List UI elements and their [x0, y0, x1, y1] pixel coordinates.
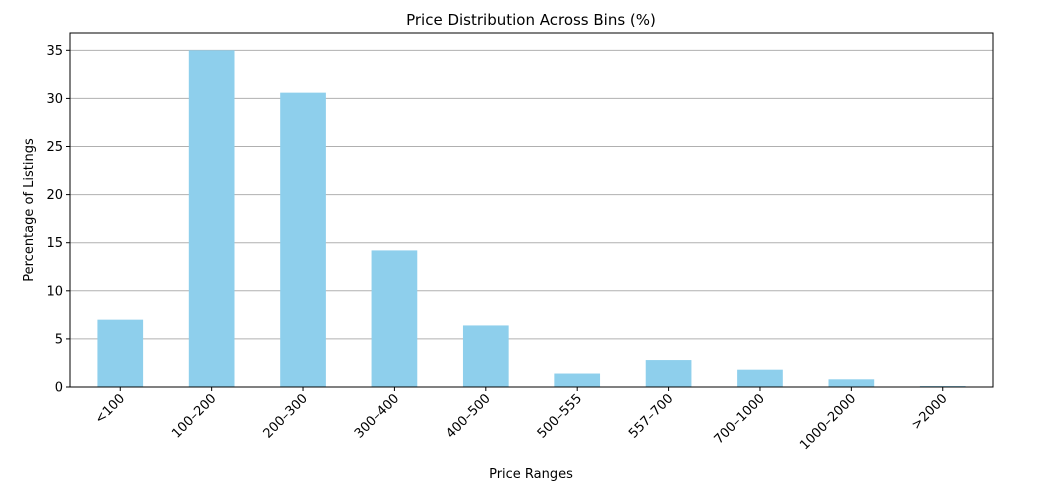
y-tick-label: 35: [46, 44, 63, 59]
y-axis-label: Percentage of Listings: [22, 138, 37, 282]
x-tick-label: 200–300: [261, 391, 311, 441]
bar: [554, 373, 601, 387]
y-tick-label: 0: [55, 381, 63, 396]
bar: [188, 50, 235, 387]
y-tick-label: 10: [46, 284, 63, 299]
bar: [371, 250, 418, 387]
x-tick-label: 400–500: [443, 391, 493, 441]
x-tick-label: 700–1000: [712, 391, 768, 447]
bar: [645, 360, 692, 387]
x-tick-label: 100–200: [169, 391, 219, 441]
x-tick-label: 500–555: [535, 391, 585, 441]
y-tick-label: 25: [46, 140, 63, 155]
x-tick-label: 1000–2000: [797, 391, 859, 453]
x-tick-label: 557–700: [626, 391, 676, 441]
y-tick-label: 15: [46, 236, 63, 251]
bar: [462, 325, 509, 387]
x-tick-label: <100: [92, 391, 128, 427]
bar: [737, 369, 783, 387]
x-tick-label: 300–400: [352, 391, 402, 441]
x-tick-label: >2000: [909, 391, 951, 433]
y-tick-label: 5: [55, 332, 63, 347]
y-tick-label: 30: [46, 92, 63, 107]
bar: [97, 319, 144, 387]
y-tick-label: 20: [46, 188, 63, 203]
y-axis: 0 5 10 15 20 25 30 35: [46, 44, 70, 396]
x-axis: <100 100–200 200–300 300–400 400–500 500–555 5…: [92, 387, 951, 453]
bars: [97, 50, 966, 388]
bar: [280, 92, 326, 388]
plot-frame: [69, 32, 994, 388]
chart-title: Price Distribution Across Bins (%): [406, 11, 656, 29]
x-axis-label: Price Ranges: [489, 467, 573, 482]
bar: [828, 379, 875, 387]
